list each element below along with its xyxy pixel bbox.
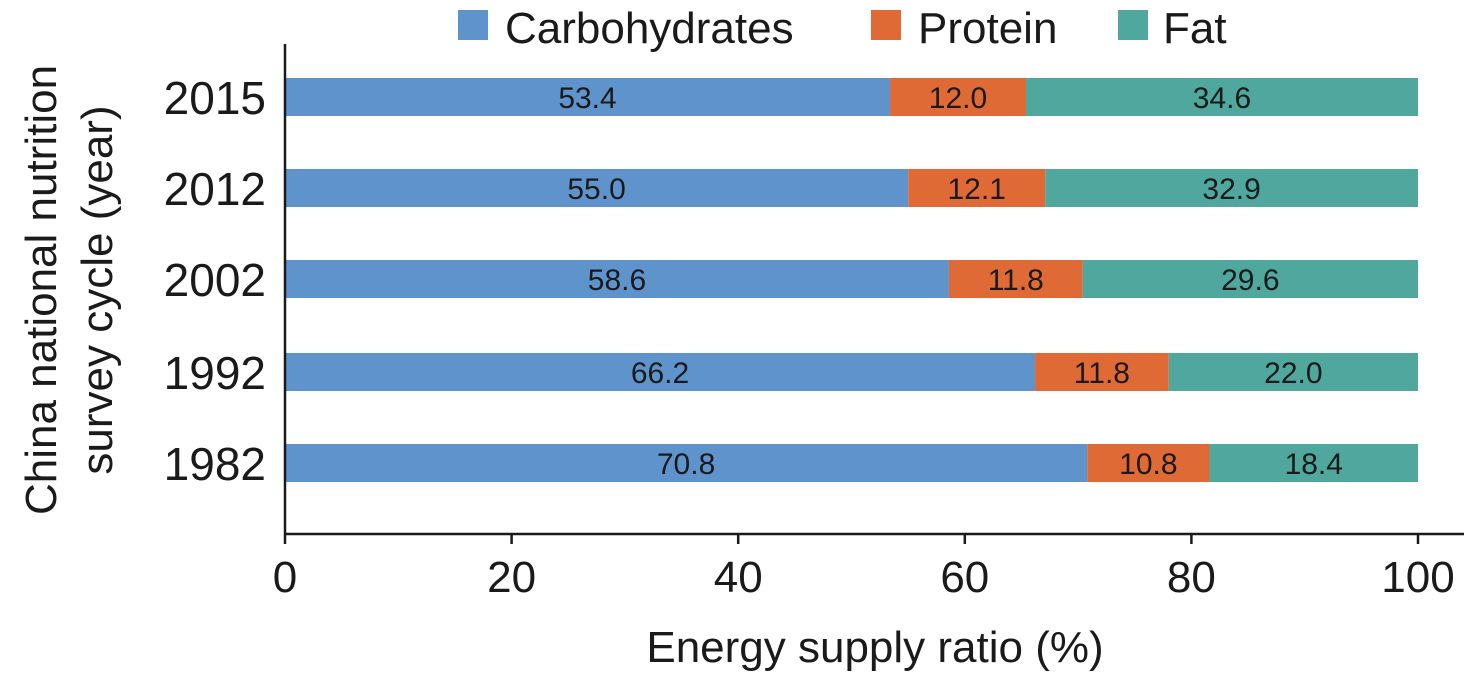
x-tick-label-60: 60 xyxy=(940,553,989,602)
data-label-protein-1992: 11.8 xyxy=(1074,357,1130,390)
bar-fat-2015 xyxy=(1025,78,1418,116)
bar-carbohydrates-2015 xyxy=(285,78,891,116)
x-axis-title: Energy supply ratio (%) xyxy=(646,623,1103,672)
y-axis-title: China national nutrition survey cycle (y… xyxy=(17,65,122,515)
bar-carbohydrates-2012 xyxy=(285,169,909,207)
data-label-protein-2015: 12.0 xyxy=(929,82,987,115)
bar-protein-2012 xyxy=(908,169,1046,207)
bar-fat-1992 xyxy=(1168,353,1418,391)
y-axis: 2015 2012 2002 1992 1982 xyxy=(164,44,287,534)
x-tick-label-20: 20 xyxy=(487,553,536,602)
data-label-fat-2002: 29.6 xyxy=(1221,264,1279,297)
plot-area: 53.4 12.0 34.6 55.0 12.1 32.9 58.6 11.8 29.6 66.2… xyxy=(285,78,1418,482)
y-tick-label-2012: 2012 xyxy=(164,163,266,215)
legend-swatch-protein xyxy=(871,10,901,40)
bar-protein-2002 xyxy=(948,260,1083,298)
legend-label-protein: Protein xyxy=(918,4,1057,53)
x-axis: 0 20 40 60 80 100 xyxy=(273,532,1464,602)
y-axis-title-line-1: China national nutrition xyxy=(17,65,66,515)
bar-fat-2012 xyxy=(1045,169,1418,207)
data-label-fat-2015: 34.6 xyxy=(1193,82,1251,115)
legend: Carbohydrates Protein Fat xyxy=(458,4,1227,53)
y-tick-label-2002: 2002 xyxy=(164,254,266,306)
y-axis-title-line-2: survey cycle (year) xyxy=(73,105,122,474)
data-label-protein-1982: 10.8 xyxy=(1119,448,1177,481)
data-label-carbohydrates-2012: 55.0 xyxy=(567,173,625,206)
legend-label-fat: Fat xyxy=(1163,4,1227,53)
data-label-fat-2012: 32.9 xyxy=(1202,173,1260,206)
data-label-fat-1992: 22.0 xyxy=(1264,357,1322,390)
bar-protein-1992 xyxy=(1035,353,1169,391)
bar-carbohydrates-2002 xyxy=(285,260,949,298)
x-tick-label-80: 80 xyxy=(1167,553,1216,602)
y-tick-label-1982: 1982 xyxy=(164,438,266,490)
data-label-carbohydrates-2015: 53.4 xyxy=(558,82,616,115)
bar-protein-2015 xyxy=(890,78,1026,116)
data-label-carbohydrates-1992: 66.2 xyxy=(631,357,689,390)
data-label-protein-2002: 11.8 xyxy=(988,264,1044,297)
bar-carbohydrates-1982 xyxy=(285,444,1088,482)
data-label-fat-1982: 18.4 xyxy=(1285,448,1343,481)
legend-label-carbohydrates: Carbohydrates xyxy=(505,4,794,53)
legend-swatch-carbohydrates xyxy=(458,10,488,40)
data-label-carbohydrates-1982: 70.8 xyxy=(657,448,715,481)
y-tick-label-2015: 2015 xyxy=(164,72,266,124)
bar-fat-2002 xyxy=(1082,260,1418,298)
bar-fat-1982 xyxy=(1209,444,1418,482)
bar-carbohydrates-1992 xyxy=(285,353,1036,391)
x-tick-label-0: 0 xyxy=(273,553,297,602)
bar-protein-1982 xyxy=(1087,444,1210,482)
legend-swatch-fat xyxy=(1118,10,1148,40)
data-label-carbohydrates-2002: 58.6 xyxy=(588,264,646,297)
x-tick-label-100: 100 xyxy=(1381,553,1454,602)
data-label-protein-2012: 12.1 xyxy=(948,173,1006,206)
y-tick-label-1992: 1992 xyxy=(164,347,266,399)
x-tick-label-40: 40 xyxy=(714,553,763,602)
